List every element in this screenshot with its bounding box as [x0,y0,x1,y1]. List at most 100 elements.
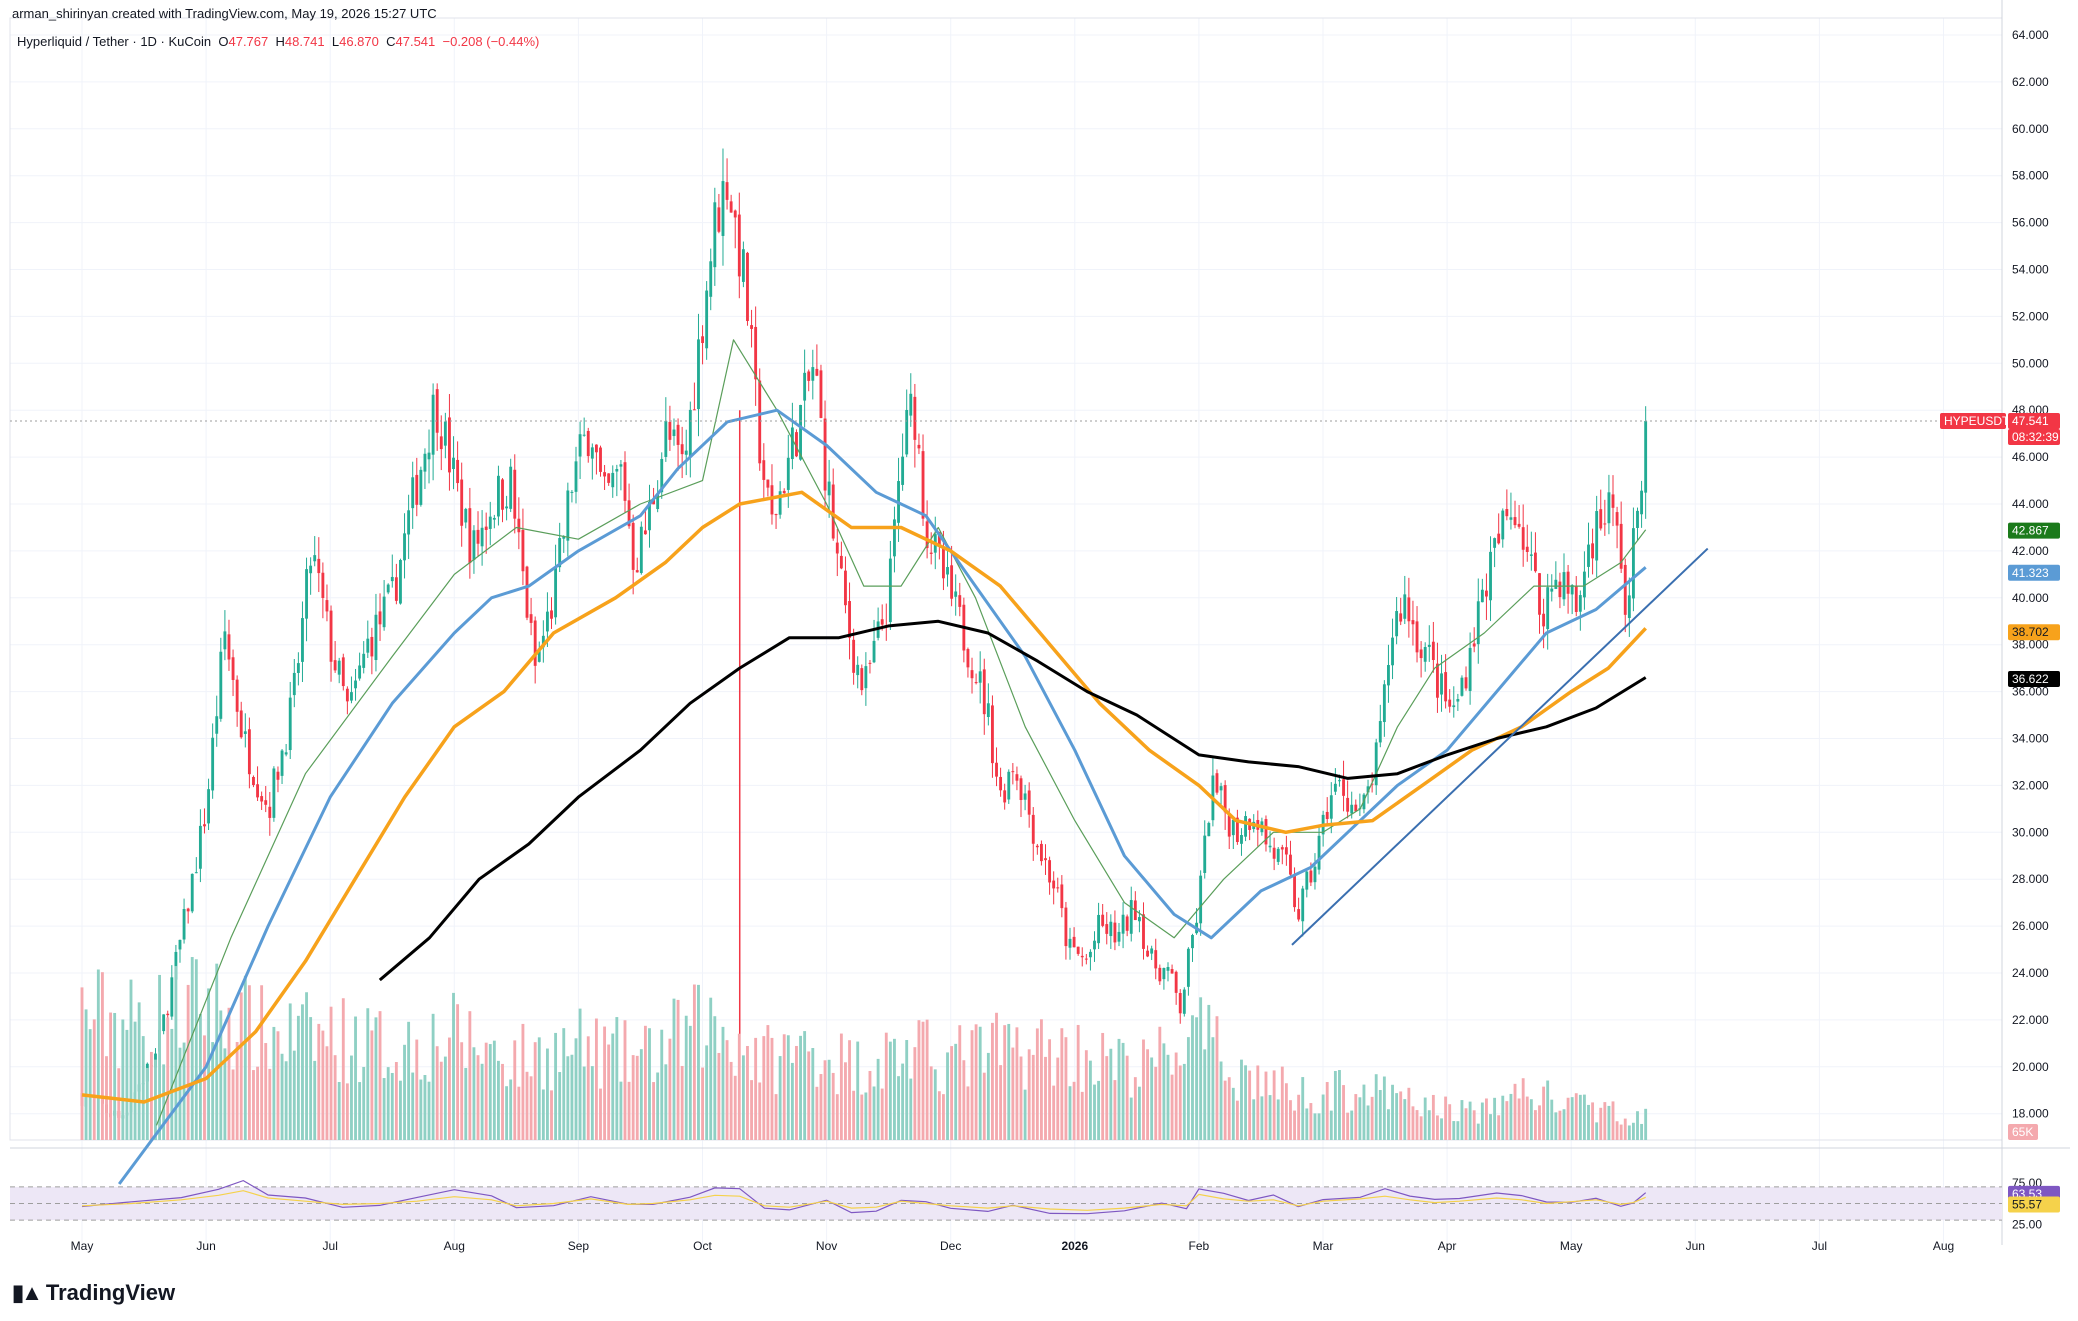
tradingview-logo-text: TradingView [45,1280,176,1305]
candle-body [966,649,970,668]
candle-body [803,372,807,401]
candle-body [929,552,933,554]
candle-body [162,1014,166,1032]
volume-bar [88,1029,92,1140]
candle-body [721,181,725,236]
volume-bar [366,1008,370,1140]
volume-bar [403,1044,406,1140]
volume-bar [394,1062,398,1140]
candle-body [484,526,488,530]
candle-body [611,472,615,488]
volume-bar [1538,1105,1541,1140]
volume-bar [1338,1070,1341,1140]
volume-bar [1509,1093,1513,1140]
volume-bar [676,999,680,1140]
moving-average-ma_orange [81,490,1647,1104]
volume-bar [149,1051,153,1140]
candle-body [313,555,317,562]
close-label: C [386,34,396,49]
candle-body [835,542,839,554]
volume-bar [758,1082,762,1140]
candle-body [852,639,856,673]
candle-body [1391,637,1394,666]
rsi-tick-label: 25.00 [2012,1217,2042,1231]
candle-body [888,558,892,623]
volume-bar [1644,1108,1648,1140]
price-pane-border [9,17,2003,1141]
volume-bar [1366,1105,1370,1140]
volume-bar [1333,1070,1337,1140]
volume-bar [1533,1110,1537,1140]
volume-bar [1240,1059,1243,1140]
ma-orange-badge: 38.702 [2008,624,2060,641]
volume-bar [125,1029,129,1140]
volume-bar [239,992,243,1140]
volume-bar [235,1041,239,1140]
candle-body [1497,533,1501,544]
time-tick-label: Aug [444,1239,465,1253]
volume-bar [558,1072,562,1140]
candle-body [1268,845,1272,848]
volume-bar [435,1046,439,1140]
volume-bar [1048,1039,1052,1140]
volume-bar [733,1075,737,1140]
candle-body [872,640,876,663]
candle-body [1456,699,1460,702]
volume-bar [946,1052,949,1140]
symbol-legend[interactable]: Hyperliquid / Tether · 1D · KuCoin O47.7… [17,34,539,49]
candle-body [1182,989,1186,1014]
candle-body [407,510,411,535]
volume-bar [521,1023,525,1140]
volume-bar [419,1079,423,1140]
volume-bar [991,1022,994,1140]
volume-bar [345,1083,349,1140]
volume-bar [1297,1094,1301,1140]
volume-bar [1436,1115,1439,1140]
volume-bar [211,1042,215,1140]
volume-bar [100,972,104,1140]
price-tick-label: 64.000 [2012,28,2049,42]
candle-body [848,601,851,638]
volume-bar [864,1092,868,1140]
volume-bar [407,1021,411,1140]
candle-body [856,664,860,676]
candle-body [623,462,627,501]
volume-bar [848,1040,851,1140]
volume-bar [264,1043,268,1140]
candle-body [1003,790,1007,803]
symbol-description[interactable]: Hyperliquid / Tether · 1D · KuCoin [17,34,212,49]
volume-bar [1031,1054,1035,1140]
volume-bar [243,975,247,1140]
last-price-badge: 47.541 [2008,412,2060,429]
candle-body [1011,771,1015,773]
volume-bar [84,1009,88,1140]
countdown-badge: 08:32:39 [2008,428,2060,445]
volume-bar [1272,1070,1276,1140]
candle-body [1015,774,1019,781]
candle-body [1223,785,1227,813]
candle-body [521,529,525,572]
volume-bar [1064,1037,1068,1140]
candle-body [501,479,504,510]
volume-bar [1329,1110,1333,1140]
volume-bar [80,987,84,1140]
volume-bar [750,1080,753,1140]
candle-body [452,457,455,470]
volume-bar [995,1012,998,1140]
candle-body [1137,917,1141,922]
volume-bar [1370,1096,1374,1140]
volume-bar [1023,1089,1027,1140]
volume-bar [603,1026,607,1140]
candle-body [827,481,831,496]
volume-bar [288,1003,292,1140]
candle-body [1125,916,1129,931]
candle-body [558,538,562,568]
candle-body [1129,900,1133,934]
candle-body [807,371,811,381]
candle-body [656,493,660,510]
volume-bar [1301,1077,1305,1140]
tradingview-logo[interactable]: ▮▲ TradingView [12,1280,175,1306]
time-tick-label: Feb [1189,1239,1210,1253]
volume-bar [774,1094,778,1140]
